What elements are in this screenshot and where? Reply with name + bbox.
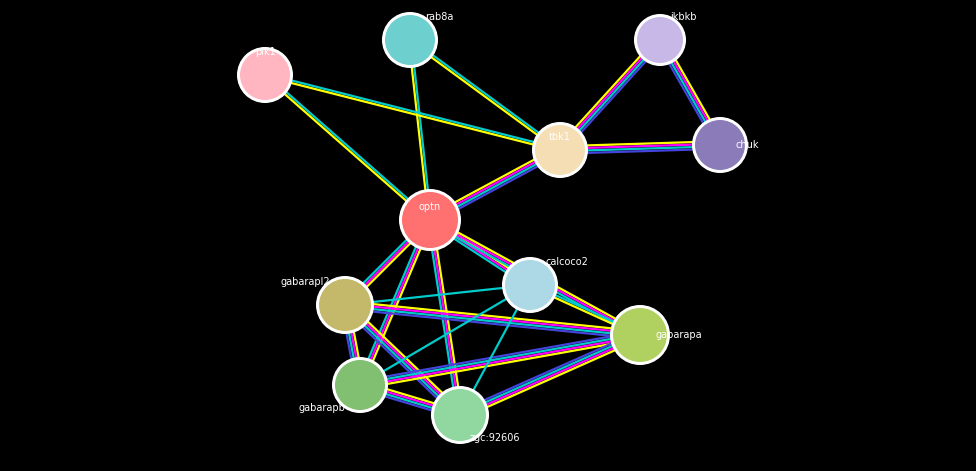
Circle shape <box>634 14 686 66</box>
Text: plk1: plk1 <box>255 47 275 57</box>
Text: ikbkb: ikbkb <box>670 12 697 22</box>
Text: gabarapb: gabarapb <box>298 403 345 413</box>
Circle shape <box>399 189 461 251</box>
Circle shape <box>237 47 293 103</box>
Circle shape <box>505 260 555 310</box>
Circle shape <box>332 357 388 413</box>
Text: chuk: chuk <box>735 140 758 150</box>
Circle shape <box>692 117 748 173</box>
Text: gabarapl2: gabarapl2 <box>280 277 330 287</box>
Text: zgc:92606: zgc:92606 <box>470 433 520 443</box>
Circle shape <box>610 305 670 365</box>
Text: tbk1: tbk1 <box>549 132 571 142</box>
Circle shape <box>382 12 438 68</box>
Text: calcoco2: calcoco2 <box>545 257 588 267</box>
Circle shape <box>431 386 489 444</box>
Circle shape <box>532 122 588 178</box>
Circle shape <box>385 15 435 65</box>
Circle shape <box>316 276 374 334</box>
Circle shape <box>434 389 486 441</box>
Circle shape <box>637 17 683 63</box>
Text: optn: optn <box>419 202 441 212</box>
Circle shape <box>402 192 458 248</box>
Circle shape <box>613 308 667 362</box>
Circle shape <box>335 360 385 410</box>
Text: rab8a: rab8a <box>425 12 454 22</box>
Text: gabarapa: gabarapa <box>655 330 702 340</box>
Circle shape <box>535 125 585 175</box>
Circle shape <box>502 257 558 313</box>
Circle shape <box>319 279 371 331</box>
Circle shape <box>695 120 745 170</box>
Circle shape <box>240 50 290 100</box>
